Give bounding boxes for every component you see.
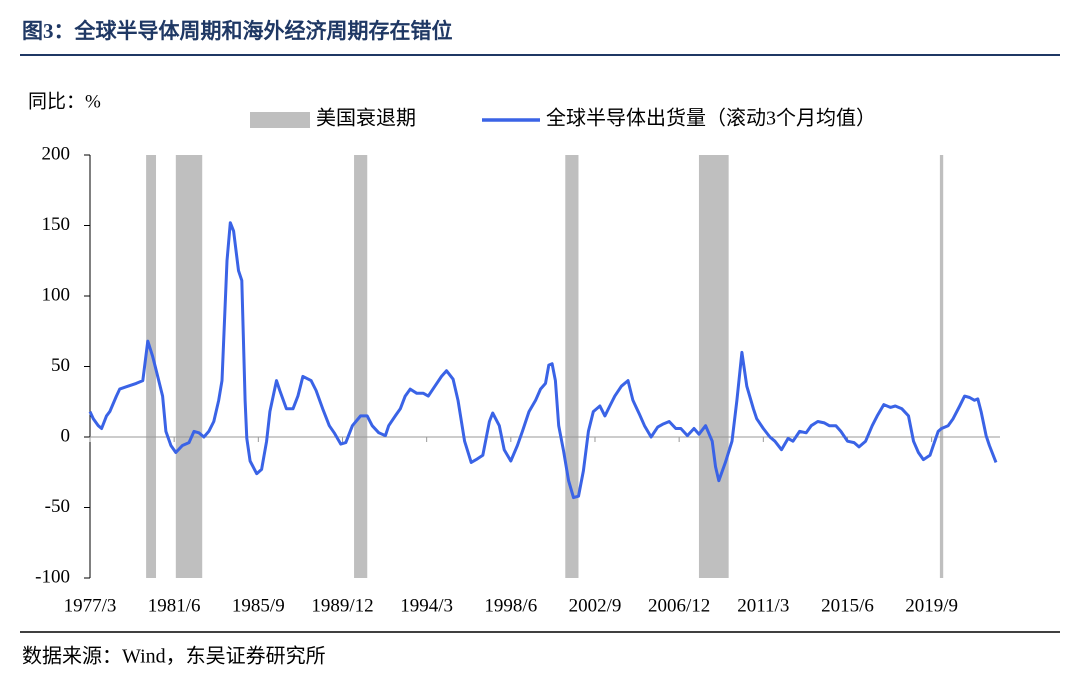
- source-note: 数据来源：Wind，东吴证券研究所: [22, 645, 326, 668]
- x-tick-label: 1994/3: [400, 595, 453, 616]
- y-axis-label: 同比：%: [28, 90, 101, 112]
- x-tick-label: 2019/9: [905, 595, 958, 616]
- x-tick-label: 1981/6: [148, 595, 201, 616]
- recession-band: [939, 155, 944, 578]
- x-tick-label: 1977/3: [64, 595, 117, 616]
- series-line: [88, 221, 998, 500]
- x-tick-label: 1998/6: [484, 595, 537, 616]
- x-tick-label: 1989/12: [311, 595, 373, 616]
- y-tick-label: 200: [42, 143, 71, 164]
- recession-band: [698, 155, 729, 578]
- legend-swatch-recession: [250, 112, 310, 128]
- y-tick-label: -50: [45, 496, 70, 517]
- y-tick-label: 150: [42, 214, 71, 235]
- x-tick-label: 2002/9: [569, 595, 622, 616]
- recession-band: [354, 155, 368, 578]
- recession-band: [565, 155, 579, 578]
- y-tick-label: -100: [35, 566, 70, 587]
- legend-label: 全球半导体出货量（滚动3个月均值）: [546, 107, 876, 130]
- y-tick-label: 0: [61, 425, 71, 446]
- recession-band: [146, 155, 157, 578]
- legend-label: 美国衰退期: [316, 107, 416, 130]
- x-tick-label: 2015/6: [821, 595, 874, 616]
- recession-band: [175, 155, 203, 578]
- y-tick-label: 50: [51, 355, 70, 376]
- chart-title: 图3：全球半导体周期和海外经济周期存在错位: [22, 19, 453, 43]
- y-tick-label: 100: [42, 284, 71, 305]
- x-tick-label: 1985/9: [232, 595, 285, 616]
- x-tick-label: 2006/12: [648, 595, 710, 616]
- x-tick-label: 2011/3: [737, 595, 789, 616]
